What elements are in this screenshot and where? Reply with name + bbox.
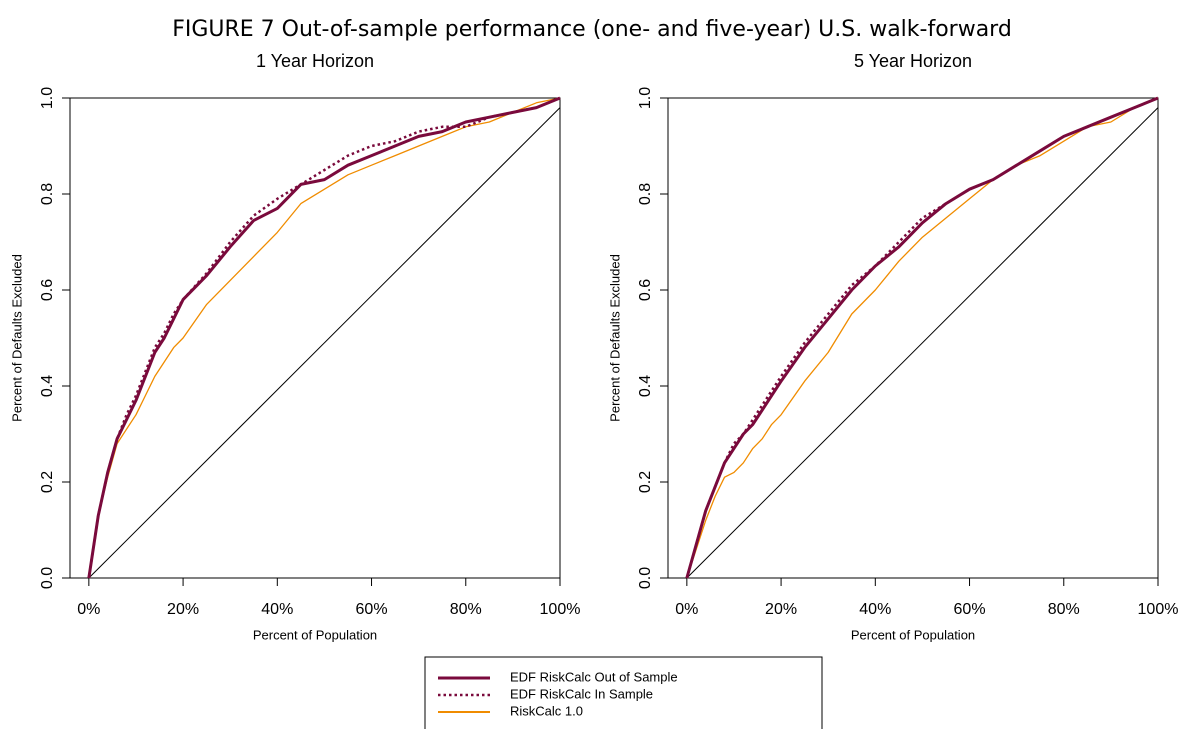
y-tick-label: 0.4 xyxy=(39,375,56,397)
x-tick-label: 100% xyxy=(1138,601,1179,618)
x-axis-label: Percent of Population xyxy=(851,627,975,642)
series-line xyxy=(87,96,561,579)
plot-frame xyxy=(667,97,1159,579)
x-tick-label: 100% xyxy=(540,601,581,618)
legend-label: RiskCalc 1.0 xyxy=(510,703,583,718)
reference-line xyxy=(88,107,561,579)
x-tick-label: 60% xyxy=(356,601,388,618)
y-tick-label: 0.4 xyxy=(637,375,654,397)
x-tick-label: 40% xyxy=(261,601,293,618)
series-line xyxy=(88,97,561,579)
y-tick-label: 0.6 xyxy=(39,279,56,301)
series-line xyxy=(686,97,1159,579)
x-tick-label: 20% xyxy=(167,601,199,618)
reference-line xyxy=(686,107,1159,579)
x-tick-label: 60% xyxy=(954,601,986,618)
series-line xyxy=(685,96,1159,579)
y-tick-label: 1.0 xyxy=(637,87,654,109)
y-axis-label: Percent of Defaults Excluded xyxy=(9,254,24,422)
y-tick-label: 0.2 xyxy=(637,471,654,493)
x-tick-label: 80% xyxy=(450,601,482,618)
y-tick-label: 0.0 xyxy=(39,567,56,589)
x-tick-label: 20% xyxy=(765,601,797,618)
x-tick-label: 80% xyxy=(1048,601,1080,618)
y-tick-label: 0.0 xyxy=(637,567,654,589)
chart-title: 1 Year Horizon xyxy=(256,51,374,71)
legend-label: EDF RiskCalc In Sample xyxy=(510,686,653,701)
legend-label: EDF RiskCalc Out of Sample xyxy=(510,669,678,684)
series-line xyxy=(87,96,561,579)
x-tick-label: 40% xyxy=(859,601,891,618)
y-tick-label: 0.8 xyxy=(39,183,56,205)
series-line xyxy=(685,96,1159,579)
x-axis-label: Percent of Population xyxy=(253,627,377,642)
x-tick-label: 0% xyxy=(675,601,698,618)
y-tick-label: 0.2 xyxy=(39,471,56,493)
x-tick-label: 0% xyxy=(77,601,100,618)
chart-title: 5 Year Horizon xyxy=(854,51,972,71)
y-tick-label: 0.8 xyxy=(637,183,654,205)
y-axis-label: Percent of Defaults Excluded xyxy=(607,254,622,422)
legend-box xyxy=(424,656,823,729)
y-tick-label: 0.6 xyxy=(637,279,654,301)
plot-frame xyxy=(69,97,561,579)
y-tick-label: 1.0 xyxy=(39,87,56,109)
figure-title: FIGURE 7 Out-of-sample performance (one-… xyxy=(172,17,1012,42)
